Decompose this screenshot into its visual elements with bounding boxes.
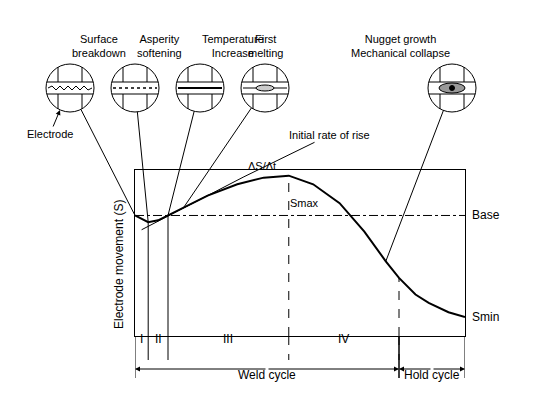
- svg-text:II: II: [155, 332, 162, 346]
- svg-text:Base: Base: [472, 208, 500, 222]
- svg-text:III: III: [223, 332, 233, 346]
- svg-text:Weld cycle: Weld cycle: [238, 368, 296, 382]
- svg-text:Nugget growthMechanical collap: Nugget growthMechanical collapse: [351, 33, 450, 59]
- svg-text:I: I: [140, 332, 143, 346]
- svg-text:Surfacebreakdown: Surfacebreakdown: [72, 33, 126, 59]
- svg-text:Initial rate of rise: Initial rate of rise: [289, 129, 370, 141]
- svg-text:Smin: Smin: [472, 310, 499, 324]
- svg-text:TemperatureIncrease: TemperatureIncrease: [202, 33, 264, 59]
- svg-text:IV: IV: [338, 332, 349, 346]
- svg-text:Electrode movement (S): Electrode movement (S): [112, 200, 126, 329]
- svg-text:Asperitysoftening: Asperitysoftening: [137, 33, 182, 59]
- svg-text:ΔS/Δt: ΔS/Δt: [248, 160, 276, 172]
- svg-text:Electrode: Electrode: [27, 128, 73, 140]
- svg-text:Firstmelting: Firstmelting: [248, 33, 283, 59]
- svg-text:Smax: Smax: [290, 197, 319, 209]
- svg-text:Hold cycle: Hold cycle: [404, 368, 460, 382]
